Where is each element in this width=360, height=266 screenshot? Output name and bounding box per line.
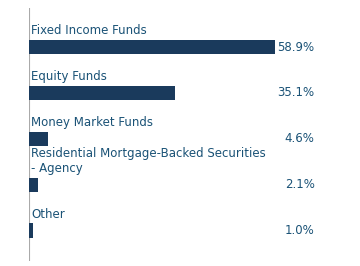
Bar (29, 132, 48, 146)
Text: Equity Funds: Equity Funds (31, 70, 107, 83)
Bar (29, 177, 37, 192)
Text: 2.1%: 2.1% (285, 178, 315, 191)
Text: Fixed Income Funds: Fixed Income Funds (31, 24, 147, 38)
Text: 35.1%: 35.1% (278, 86, 315, 99)
Text: 58.9%: 58.9% (278, 40, 315, 53)
Bar (29, 86, 175, 100)
Text: Money Market Funds: Money Market Funds (31, 116, 153, 129)
Bar (29, 40, 275, 54)
Bar (29, 223, 33, 238)
Text: Other: Other (31, 208, 65, 221)
Text: 4.6%: 4.6% (285, 132, 315, 146)
Text: Residential Mortgage-Backed Securities
- Agency: Residential Mortgage-Backed Securities -… (31, 147, 266, 175)
Text: 1.0%: 1.0% (285, 224, 315, 237)
